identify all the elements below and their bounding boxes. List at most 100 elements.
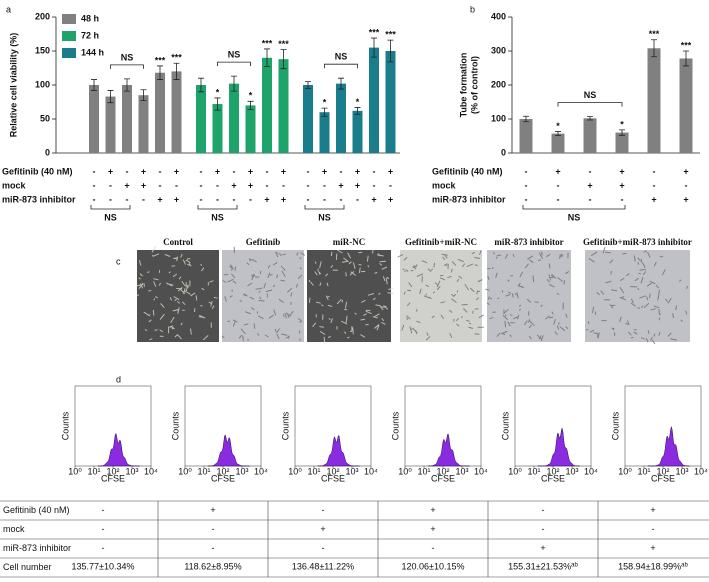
histogram-tick-label: 10¹: [417, 466, 430, 476]
y-tick-label: 0: [501, 147, 506, 157]
bracket: [557, 102, 623, 107]
histogram-x-label: CFSE: [651, 473, 675, 483]
y-tick-label: 200: [35, 11, 50, 21]
condition-sign: +: [174, 166, 179, 176]
significance: ***: [385, 29, 396, 39]
histogram-x-label: CFSE: [321, 473, 345, 483]
cell: -: [542, 505, 545, 515]
histogram: [207, 434, 250, 467]
cell: +: [650, 505, 655, 515]
histogram-tick-label: 10³: [675, 466, 688, 476]
bracket-label: NS: [228, 50, 241, 60]
histogram-tick-label: 10⁰: [288, 466, 302, 476]
cell-superscript: ab: [681, 562, 688, 568]
bar: [583, 118, 597, 153]
histogram: [647, 425, 690, 467]
bracket-label: NS: [318, 212, 331, 222]
error-bar: [198, 77, 204, 93]
cell: -: [542, 524, 545, 534]
condition-sign: -: [93, 166, 96, 176]
condition-sign: -: [216, 194, 219, 204]
y-tick-label: 100: [491, 113, 506, 123]
bar: [352, 110, 363, 153]
cells: [485, 251, 570, 341]
condition-sign: -: [307, 166, 310, 176]
cell: -: [102, 524, 105, 534]
micrograph-title: Gefitinib+miR-873 inhibitor: [583, 237, 692, 247]
condition-sign: -: [685, 180, 688, 190]
histogram-tick-label: 10³: [125, 466, 138, 476]
condition-sign: -: [589, 166, 592, 176]
bar: [551, 133, 565, 153]
bar: [319, 112, 330, 153]
condition-label: Gefitinib (40 nM): [2, 166, 73, 176]
condition-sign: +: [264, 194, 269, 204]
condition-sign: -: [200, 194, 203, 204]
condition-sign: -: [93, 180, 96, 190]
condition-sign: -: [266, 180, 269, 190]
bracket-label: NS: [335, 52, 348, 62]
legend-swatch: [62, 48, 76, 58]
bar: [122, 85, 132, 153]
error-bar: [91, 79, 97, 91]
condition-sign: +: [355, 166, 360, 176]
histogram-tick-label: 10¹: [197, 466, 210, 476]
condition-sign: -: [200, 180, 203, 190]
row-label: miR-873 inhibitor: [3, 543, 71, 553]
bar: [647, 48, 661, 153]
condition-sign: +: [619, 180, 624, 190]
bar: [278, 59, 289, 153]
condition-label: miR-873 inhibitor: [2, 194, 76, 204]
legend-label: 144 h: [81, 47, 104, 57]
histogram-y-label: Counts: [390, 411, 400, 440]
significance: ***: [171, 53, 182, 63]
bar: [229, 83, 239, 153]
bar: [245, 105, 256, 153]
significance: *: [556, 121, 560, 131]
error-bar: [587, 116, 593, 121]
bracket: [110, 64, 144, 69]
significance: ***: [262, 38, 273, 48]
bar: [171, 71, 182, 153]
bracket-label: NS: [104, 212, 117, 222]
panel-label: a: [6, 4, 11, 14]
error-bar: [231, 75, 237, 92]
bracket-label: NS: [211, 212, 224, 222]
condition-sign: -: [373, 166, 376, 176]
cell: -: [212, 543, 215, 553]
significance: *: [620, 119, 624, 129]
condition-sign: -: [340, 166, 343, 176]
cells: [221, 246, 305, 342]
bracket: [522, 205, 626, 210]
condition-sign: +: [248, 180, 253, 190]
bracket-label: NS: [121, 52, 134, 62]
condition-sign: +: [388, 194, 393, 204]
error-bar: [107, 90, 114, 104]
cell-text: 120.06±10.15%: [402, 562, 465, 572]
significance: ***: [681, 40, 692, 50]
condition-sign: +: [231, 180, 236, 190]
histogram-tick-label: 10⁴: [584, 466, 598, 476]
bar: [138, 95, 149, 153]
condition-label: mock: [2, 180, 27, 190]
condition-sign: -: [175, 180, 178, 190]
error-bar: [651, 39, 657, 58]
histogram-tick-label: 10⁰: [508, 466, 522, 476]
condition-sign: +: [338, 180, 343, 190]
row-label: mock: [3, 524, 25, 534]
histogram-x-label: CFSE: [541, 473, 565, 483]
condition-sign: +: [651, 194, 656, 204]
bracket: [197, 205, 238, 210]
error-bar: [157, 65, 163, 80]
histogram-tick-label: 10⁰: [618, 466, 632, 476]
histogram-tick-label: 10²: [106, 466, 119, 476]
condition-sign: -: [340, 194, 343, 204]
condition-sign: -: [557, 180, 560, 190]
condition-sign: +: [587, 180, 592, 190]
condition-sign: +: [555, 166, 560, 176]
cell: -: [652, 524, 655, 534]
error-bar: [214, 97, 221, 111]
bar: [89, 85, 99, 153]
condition-sign: -: [200, 166, 203, 176]
